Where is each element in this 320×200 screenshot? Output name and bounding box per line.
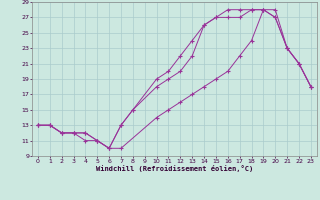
X-axis label: Windchill (Refroidissement éolien,°C): Windchill (Refroidissement éolien,°C) <box>96 165 253 172</box>
